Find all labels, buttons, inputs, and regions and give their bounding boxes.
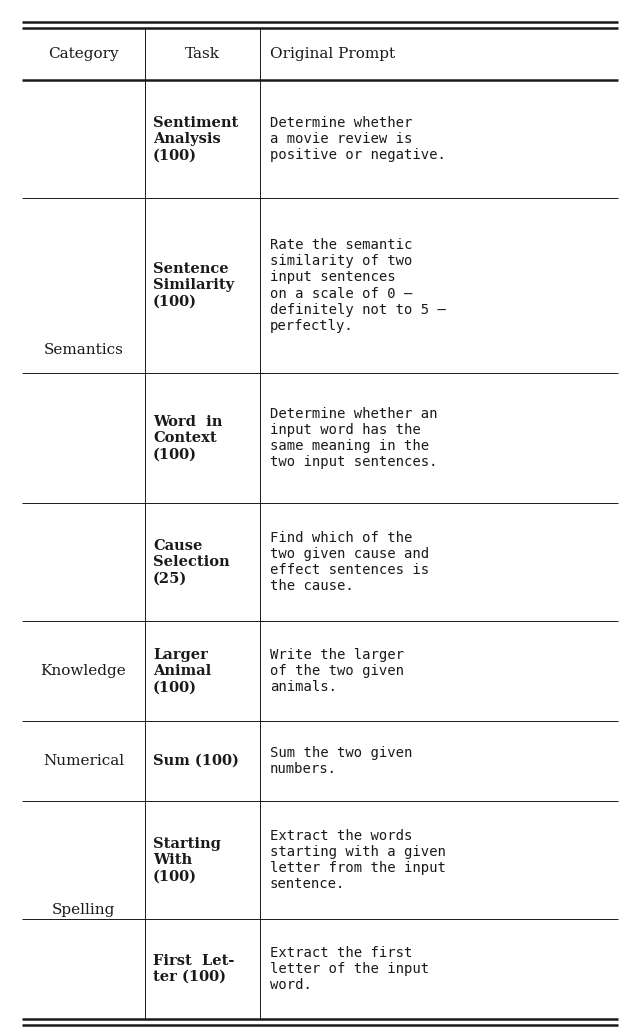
Text: Rate the semantic
similarity of two
input sentences
on a scale of 0 –
definitely: Rate the semantic similarity of two inpu…: [270, 238, 446, 333]
Text: Original Prompt: Original Prompt: [270, 47, 395, 61]
Text: Semantics: Semantics: [44, 344, 124, 357]
Text: Write the larger
of the two given
animals.: Write the larger of the two given animal…: [270, 648, 404, 694]
Text: Cause
Selection
(25): Cause Selection (25): [153, 539, 230, 585]
Text: Determine whether
a movie review is
positive or negative.: Determine whether a movie review is posi…: [270, 116, 446, 163]
Text: First  Let-
ter (100): First Let- ter (100): [153, 954, 234, 984]
Text: Determine whether an
input word has the
same meaning in the
two input sentences.: Determine whether an input word has the …: [270, 407, 438, 469]
Text: Task: Task: [185, 47, 220, 61]
Text: Larger
Animal
(100): Larger Animal (100): [153, 648, 211, 694]
Text: Numerical: Numerical: [43, 754, 124, 768]
Text: Sum (100): Sum (100): [153, 754, 239, 768]
Text: Sentiment
Analysis
(100): Sentiment Analysis (100): [153, 116, 238, 163]
Text: Category: Category: [48, 47, 119, 61]
Text: Word  in
Context
(100): Word in Context (100): [153, 414, 222, 461]
Text: Find which of the
two given cause and
effect sentences is
the cause.: Find which of the two given cause and ef…: [270, 530, 429, 594]
Text: Sentence
Similarity
(100): Sentence Similarity (100): [153, 262, 234, 309]
Text: Knowledge: Knowledge: [40, 664, 126, 678]
Text: Extract the first
letter of the input
word.: Extract the first letter of the input wo…: [270, 946, 429, 992]
Text: Spelling: Spelling: [52, 903, 115, 917]
Text: Starting
With
(100): Starting With (100): [153, 837, 221, 884]
Text: Extract the words
starting with a given
letter from the input
sentence.: Extract the words starting with a given …: [270, 829, 446, 891]
Text: Sum the two given
numbers.: Sum the two given numbers.: [270, 746, 412, 776]
